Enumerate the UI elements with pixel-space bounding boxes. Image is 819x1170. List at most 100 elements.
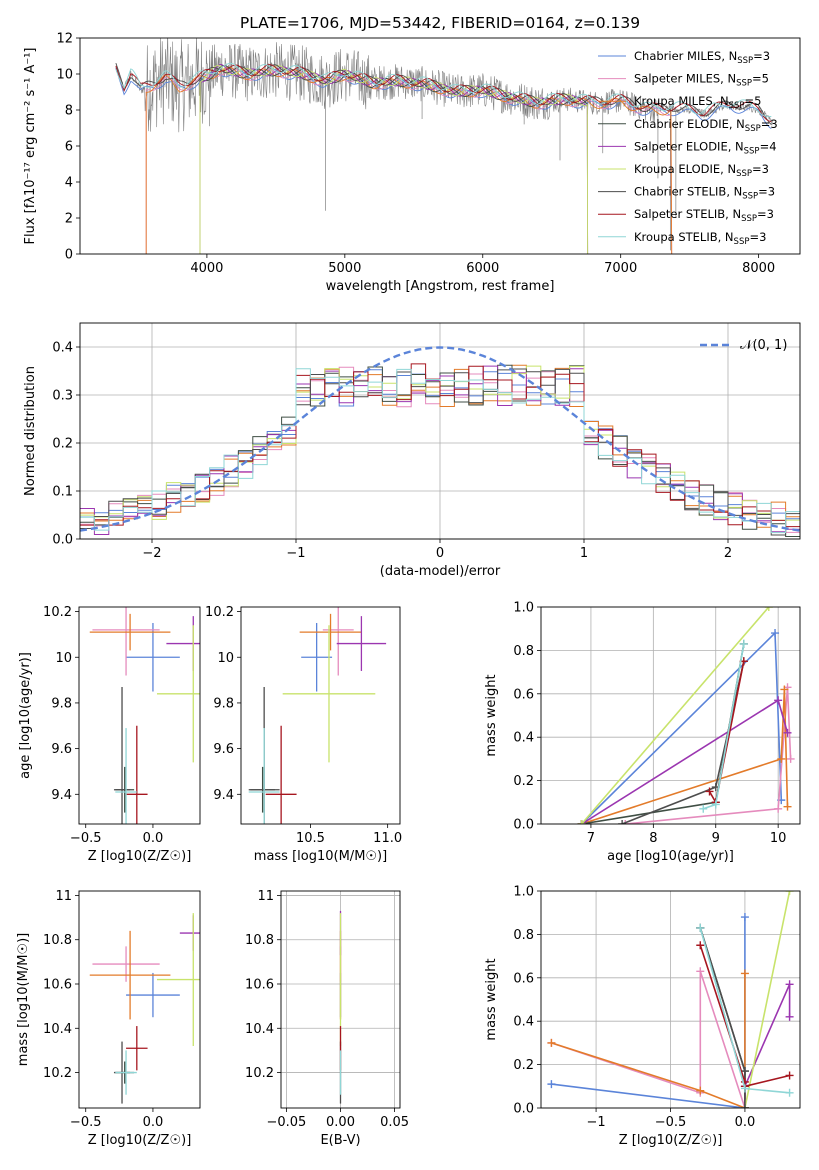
weight-marker-kroupa-miles (547, 1038, 556, 1047)
axes-frame (240, 606, 401, 825)
weight-marker-salpeter-stelib (696, 941, 705, 950)
y-tick-label: 8 (65, 104, 73, 119)
x-tick-label: 0.0 (735, 1115, 756, 1130)
x-tick-label: −0.5 (70, 831, 102, 846)
y-tick-label: 10.8 (245, 933, 274, 948)
y-tick-label: 0.4 (513, 731, 534, 746)
y-axis-label: Flux [fλ10⁻¹⁷ erg cm⁻² s⁻¹ A⁻¹] (23, 48, 38, 245)
histogram-step-salpeter-elodie (80, 365, 800, 535)
x-tick-label: 8000 (742, 261, 775, 276)
y-tick-label: 0 (65, 248, 73, 263)
x-axis-label: wavelength [Angstrom, rest frame] (326, 279, 555, 294)
weight-vs-metallicity-panel: −1 −0.5 0.0 0.0 0.2 0.4 0.6 0.8 1.0 Z [log10(Z/Z☉… (484, 885, 801, 1148)
legend-label-salpeter-stelib: Salpeter STELIB, NSSP=3 (634, 207, 774, 224)
x-tick-label: −0.5 (655, 1115, 687, 1130)
weight-marker-kroupa-miles (777, 754, 786, 763)
observed-spectrum-line (115, 38, 773, 133)
x-tick-label: −2 (142, 546, 161, 561)
x-axis-label: age [log10(age/yr)] (607, 849, 734, 864)
y-tick-label: 10.4 (245, 1022, 274, 1037)
weight-line-kroupa-miles (581, 689, 789, 824)
weight-marker-salpeter-elodie (785, 1012, 794, 1021)
weight-marker-kroupa-stelib (739, 639, 748, 648)
weight-line-kroupa-elodie (744, 891, 791, 1108)
axes-frame (79, 37, 801, 255)
x-axis-label: mass [log10(M/M☉)] (254, 849, 387, 864)
weight-marker-salpeter-elodie (785, 980, 794, 989)
weight-marker-kroupa-miles (783, 802, 792, 811)
weight-marker-chabrier-miles (771, 629, 780, 638)
y-tick-label: 0.0 (513, 1102, 534, 1117)
x-axis-label: Z [log10(Z/Z☉)] (619, 1133, 723, 1148)
y-tick-label: 0.2 (513, 774, 534, 789)
weight-marker-kroupa-stelib (699, 804, 708, 813)
axes-frame (540, 606, 801, 825)
y-tick-label: 0.6 (513, 971, 534, 986)
legend-label-kroupa-stelib: Kroupa STELIB, NSSP=3 (634, 230, 766, 247)
axes-frame (78, 606, 201, 825)
weight-marker-kroupa-elodie (577, 820, 586, 824)
x-tick-label: 0.05 (380, 1115, 409, 1130)
model-spectrum-chabrier-stelib (115, 62, 772, 125)
x-tick-label: 9 (712, 831, 720, 846)
x-axis-label: E(B-V) (320, 1133, 360, 1148)
y-tick-label: 0.6 (513, 687, 534, 702)
weight-line-salpeter-miles (551, 971, 746, 1108)
y-tick-label: 2 (65, 212, 73, 227)
weight-marker-kroupa-miles (740, 969, 749, 978)
x-tick-label: −0.05 (266, 1115, 306, 1130)
y-tick-label: 9.8 (213, 696, 234, 711)
weight-marker-salpeter-miles (696, 967, 705, 976)
histogram-step-salpeter-stelib (80, 363, 800, 528)
legend-label-salpeter-elodie: Salpeter ELODIE, NSSP=4 (634, 139, 777, 156)
age-vs-mass-panel: 10.5 11.0 9.4 9.6 9.8 10 10.2 mass [log10(M/M☉)… (205, 605, 402, 864)
y-tick-label: 9.6 (51, 742, 72, 757)
histogram-step-kroupa-stelib (80, 368, 800, 534)
x-tick-label: −1 (286, 546, 305, 561)
y-tick-label: 0.8 (513, 644, 534, 659)
x-tick-label: 7 (587, 831, 595, 846)
axes-frame (79, 322, 801, 540)
figure-title: PLATE=1706, MJD=53442, FIBERID=0164, z=0… (240, 14, 640, 32)
legend-label-salpeter-miles: Salpeter MILES, NSSP=5 (634, 72, 769, 89)
y-axis-label: mass weight (484, 674, 499, 756)
y-axis-label: mass [log10(M/M☉)] (16, 933, 31, 1066)
x-tick-label: 0.0 (143, 1115, 164, 1130)
weight-marker-kroupa-stelib (740, 1084, 749, 1093)
weight-marker-kroupa-miles (780, 685, 789, 694)
x-axis-label: (data-model)/error (380, 564, 501, 579)
y-tick-label: 1.0 (513, 885, 534, 900)
y-tick-label: 10.2 (43, 1066, 72, 1081)
x-tick-label: 1 (580, 546, 588, 561)
legend-label-chabrier-miles: Chabrier MILES, NSSP=3 (634, 49, 770, 66)
y-tick-label: 12 (56, 32, 73, 47)
x-tick-label: 0.00 (326, 1115, 355, 1130)
legend-label-chabrier-elodie: Chabrier ELODIE, NSSP=3 (634, 117, 778, 134)
model-spectrum-salpeter-elodie (199, 64, 589, 254)
weight-marker-salpeter-miles (786, 754, 795, 763)
y-tick-label: 10.6 (43, 978, 72, 993)
y-tick-label: 10.4 (43, 1022, 72, 1037)
model-spectrum-salpeter-stelib (115, 64, 772, 123)
y-tick-label: 0.0 (52, 533, 73, 548)
weight-marker-chabrier-stelib (618, 820, 627, 824)
spectrum-legend: Chabrier MILES, NSSP=3 Salpeter MILES, NS… (598, 49, 778, 247)
x-tick-label: 5000 (328, 261, 361, 276)
spectrum-panel: 4000 5000 6000 7000 8000 0 2 4 6 8 10 12 wavelength … (23, 32, 801, 294)
weight-marker-salpeter-miles (621, 820, 630, 824)
normal-distribution-curve (80, 346, 800, 532)
weight-marker-kroupa-stelib (711, 800, 720, 809)
x-tick-label: 4000 (190, 261, 223, 276)
weight-marker-salpeter-stelib (785, 1071, 794, 1080)
x-axis-label: Z [log10(Z/Z☉)] (88, 1133, 192, 1148)
weight-line-kroupa-elodie (580, 607, 770, 824)
x-tick-label: 6000 (466, 261, 499, 276)
x-tick-label: 11.0 (373, 831, 402, 846)
weight-marker-chabrier-stelib (740, 1104, 749, 1108)
weight-line-salpeter-miles (625, 687, 792, 824)
weight-marker-kroupa-stelib (696, 923, 705, 932)
x-tick-label: −1 (586, 1115, 605, 1130)
y-axis-label: Normed distribution (23, 366, 38, 496)
model-spectrum-chabrier-miles (115, 67, 772, 130)
y-tick-label: 10 (55, 651, 72, 666)
